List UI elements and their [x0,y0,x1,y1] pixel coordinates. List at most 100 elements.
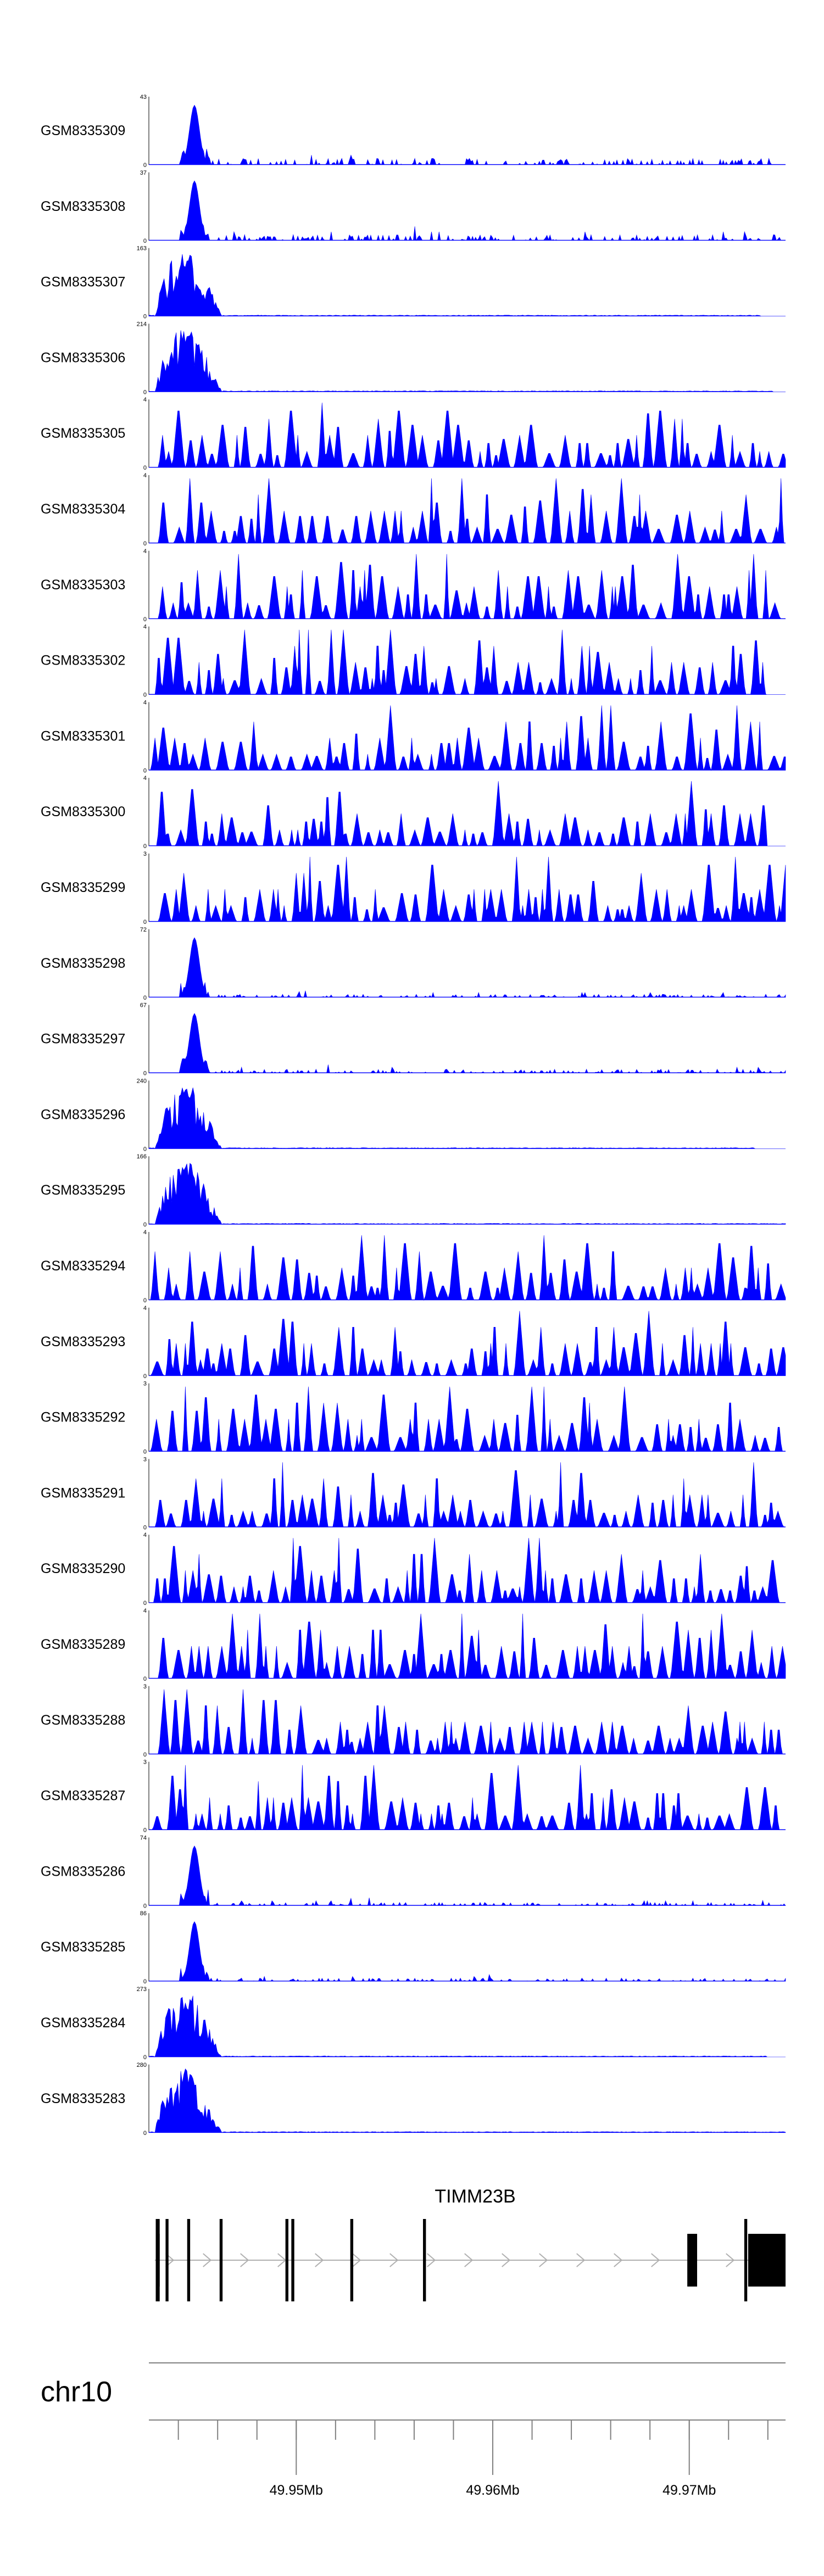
track-GSM8335301: GSM8335301 4 0 [41,699,786,774]
track-ymin-label: 0 [143,1827,147,1834]
track-ymin-label: 0 [143,1222,147,1228]
coverage-area [148,254,786,317]
gene-label: TIMM23B [435,2186,515,2207]
track-ymin-label: 0 [143,843,147,850]
track-GSM8335285: GSM8335285 86 0 [41,1910,786,1985]
track-ymin-label: 0 [143,692,147,699]
strand-arrow-icon [203,2253,212,2267]
track-label: GSM8335285 [41,1939,125,1955]
track-label: GSM8335290 [41,1561,125,1576]
track-ymax-label: 37 [140,170,147,176]
track-ymin-label: 0 [143,1524,147,1531]
track-GSM8335289: GSM8335289 4 0 [41,1608,786,1682]
track-GSM8335283: GSM8335283 280 0 [41,2062,786,2137]
exon-block [187,2219,191,2301]
track-ymin-label: 0 [143,162,147,169]
coverage-area [149,629,786,695]
track-GSM8335296: GSM8335296 240 0 [41,1078,786,1152]
coverage-area [148,2068,786,2133]
track-ymin-label: 0 [143,995,147,1001]
track-GSM8335302: GSM8335302 4 0 [41,624,786,699]
track-label: GSM8335283 [41,2091,125,2106]
track-ymax-label: 280 [137,2062,147,2068]
track-ymin-label: 0 [143,767,147,774]
track-label: GSM8335297 [41,1031,125,1047]
track-label: GSM8335295 [41,1183,125,1198]
exon-block [423,2219,426,2301]
coverage-area [149,1845,786,1906]
track-GSM8335291: GSM8335291 3 0 [41,1456,786,1531]
axis-tick-label: 49.97Mb [662,2483,716,2498]
track-GSM8335287: GSM8335287 3 0 [41,1759,786,1834]
coverage-area [149,180,786,241]
axis-tick-label: 49.95Mb [270,2483,323,2498]
track-GSM8335295: GSM8335295 166 0 [41,1153,786,1228]
track-label: GSM8335286 [41,1864,125,1879]
track-ymin-label: 0 [143,2054,147,2061]
signal-tracks: GSM8335309430GSM8335308370GSM83353071630… [41,94,786,2137]
strand-arrow-icon [389,2253,399,2267]
track-GSM8335305: GSM8335305 4 0 [41,397,786,471]
track-ymin-label: 0 [143,1903,147,1909]
coverage-area [148,1088,786,1149]
track-ymax-label: 273 [137,1986,147,1993]
track-label: GSM8335287 [41,1788,125,1804]
coverage-area [149,478,786,544]
track-GSM8335284: GSM8335284 273 0 [41,1986,786,2061]
utr-block [748,2234,786,2287]
track-ymin-label: 0 [143,1978,147,1985]
track-GSM8335309: GSM8335309 43 0 [41,94,786,169]
track-ymin-label: 0 [143,1449,147,1456]
track-ymax-label: 4 [143,397,147,403]
track-label: GSM8335299 [41,880,125,895]
track-ymax-label: 3 [143,851,147,857]
coverage-area [148,1163,786,1225]
track-ymax-label: 3 [143,1683,147,1690]
track-ymax-label: 214 [137,321,147,327]
track-label: GSM8335302 [41,653,125,668]
track-ymax-label: 4 [143,548,147,555]
coverage-area [149,554,786,620]
track-ymin-label: 0 [143,465,147,471]
coverage-area [149,1386,786,1452]
track-ymax-label: 67 [140,1002,147,1009]
track-ymin-label: 0 [143,1297,147,1304]
exon-block [219,2219,223,2301]
strand-arrow-icon [576,2253,586,2267]
track-label: GSM8335300 [41,804,125,819]
axis-tick-label: 49.96Mb [466,2483,519,2498]
track-label: GSM8335307 [41,275,125,290]
track-label: GSM8335303 [41,577,125,593]
strand-arrow-icon [726,2253,735,2267]
track-ymax-label: 3 [143,1759,147,1766]
coverage-area [149,781,786,847]
genome-axis-track: chr10 49.95Mb 49.96Mb 49.97Mb [41,2362,786,2498]
track-GSM8335303: GSM8335303 4 0 [41,548,786,623]
track-ymax-label: 43 [140,94,147,101]
track-GSM8335288: GSM8335288 3 0 [41,1683,786,1758]
strand-arrow-icon [240,2253,249,2267]
track-label: GSM8335294 [41,1258,125,1274]
track-label: GSM8335308 [41,199,125,214]
exon-block [285,2219,288,2301]
track-GSM8335308: GSM8335308 37 0 [41,170,786,244]
track-ymax-label: 3 [143,1381,147,1387]
track-GSM8335294: GSM8335294 4 0 [41,1229,786,1304]
track-label: GSM8335309 [41,123,125,138]
coverage-area [148,330,786,392]
coverage-area [149,1462,786,1528]
track-GSM8335286: GSM8335286 74 0 [41,1835,786,1909]
coverage-area [149,937,786,998]
track-GSM8335297: GSM8335297 67 0 [41,1002,786,1077]
coverage-area [149,1013,786,1074]
track-ymin-label: 0 [143,1676,147,1682]
track-ymin-label: 0 [143,1146,147,1152]
coverage-area [149,856,786,923]
track-ymax-label: 240 [137,1078,147,1084]
coverage-area [149,1235,786,1301]
track-ymax-label: 166 [137,1153,147,1160]
track-ymin-label: 0 [143,238,147,244]
strand-arrow-icon [651,2253,660,2267]
strand-arrow-icon [614,2253,623,2267]
track-ymin-label: 0 [143,1600,147,1607]
